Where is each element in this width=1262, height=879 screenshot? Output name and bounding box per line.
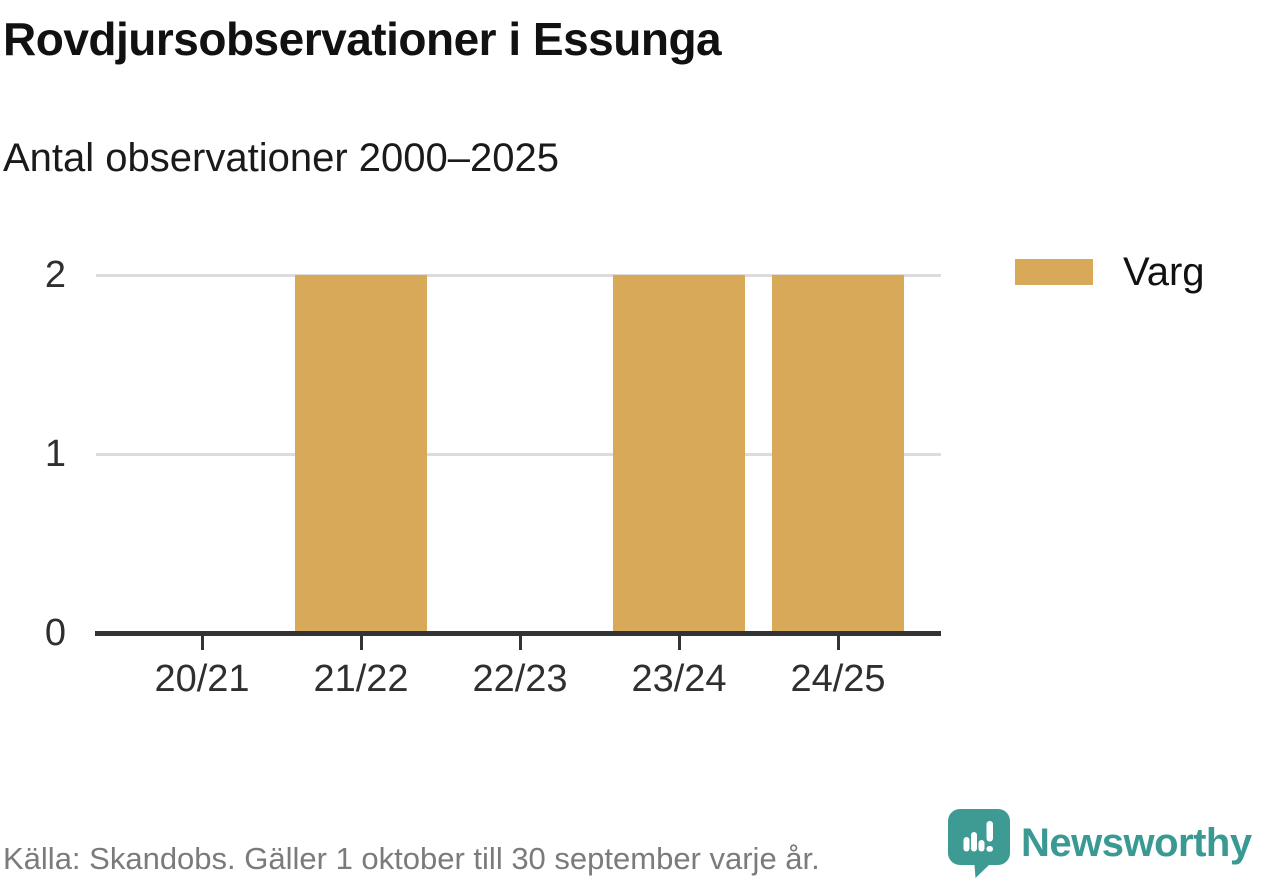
bar-23/24: [613, 275, 745, 633]
x-axis-line: [95, 631, 941, 636]
x-axis-tickmark: [677, 636, 681, 650]
chart-subtitle: Antal observationer 2000–2025: [3, 136, 559, 180]
newsworthy-logo: Newsworthy: [947, 808, 1252, 878]
legend-label: Varg: [1123, 250, 1205, 294]
x-axis-tickmark: [836, 636, 840, 650]
bar-21/22: [295, 275, 427, 633]
x-axis-tickmark: [200, 636, 204, 650]
x-axis-tick-label: 23/24: [631, 658, 727, 700]
x-axis-tickmark: [359, 636, 363, 650]
bar-24/25: [772, 275, 904, 633]
legend-swatch: [1015, 259, 1093, 285]
x-axis-tickmark: [518, 636, 522, 650]
newsworthy-wordmark: Newsworthy: [1021, 821, 1252, 865]
y-gridline: [96, 273, 941, 277]
source-note: Källa: Skandobs. Gäller 1 oktober till 3…: [3, 841, 820, 876]
x-axis-tick-label: 24/25: [790, 658, 886, 700]
x-axis-tick-label: 20/21: [154, 658, 250, 700]
y-axis-tick-label: 2: [44, 254, 66, 296]
y-gridline: [96, 452, 941, 456]
y-axis-tick-label: 1: [44, 433, 66, 475]
x-axis-tick-label: 21/22: [313, 658, 409, 700]
x-axis-tick-label: 22/23: [472, 658, 568, 700]
newsworthy-bubble-chart-icon: [948, 809, 1010, 878]
chart-title: Rovdjursobservationer i Essunga: [3, 13, 722, 65]
legend-item: Varg: [1015, 252, 1205, 292]
y-axis-tick-label: 0: [44, 612, 66, 654]
chart-legend: Varg: [1015, 252, 1205, 292]
